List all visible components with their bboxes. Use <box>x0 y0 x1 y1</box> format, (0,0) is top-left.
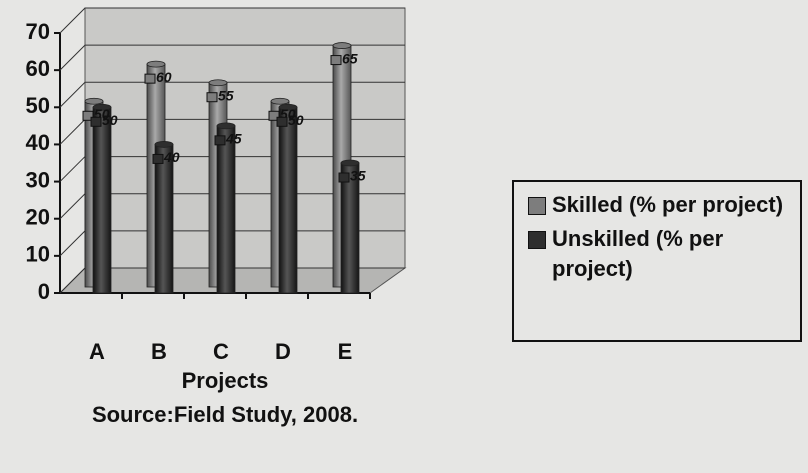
bar-top <box>84 97 104 105</box>
grid-line <box>59 7 405 34</box>
y-tick-label: 50 <box>26 93 50 118</box>
data-label-marker <box>90 116 102 127</box>
legend-swatch <box>528 231 546 249</box>
legend-label: Skilled (% per project) <box>552 192 784 217</box>
data-label: 45 <box>225 131 242 147</box>
bar-top <box>216 122 236 130</box>
data-label-marker <box>206 92 218 103</box>
legend-entry: Skilled (% per project) <box>528 190 792 220</box>
data-label-marker <box>82 110 94 121</box>
bar-top <box>332 42 352 49</box>
bar <box>92 106 112 294</box>
y-tick-label: 20 <box>26 205 50 230</box>
grid-line <box>59 44 405 71</box>
y-tick-label: 40 <box>26 130 50 155</box>
bar-top <box>270 97 290 105</box>
x-tick-label: D <box>275 339 291 364</box>
y-tick-label: 60 <box>26 56 50 81</box>
bar-top <box>92 103 112 111</box>
legend-swatch <box>528 197 546 215</box>
bar-top <box>208 79 228 87</box>
data-label: 60 <box>156 69 172 85</box>
bar-top <box>154 141 174 148</box>
legend-label: Unskilled (% per project) <box>552 226 724 281</box>
y-tick-label: 10 <box>26 242 50 267</box>
caption-block: Projects Source:Field Study, 2008. <box>90 364 360 432</box>
data-label-marker <box>144 73 156 84</box>
bar-top <box>146 60 166 68</box>
data-label: 40 <box>163 149 180 165</box>
bar <box>154 144 174 294</box>
bars <box>84 42 360 294</box>
data-label-marker <box>152 153 164 164</box>
y-tick-label: 30 <box>26 167 50 192</box>
x-tick-label: C <box>213 339 229 364</box>
legend-entry: Unskilled (% per project) <box>528 224 792 284</box>
x-tick-label: A <box>89 339 105 364</box>
data-label-marker <box>268 110 280 121</box>
bar-top <box>340 159 360 167</box>
bar <box>216 125 236 294</box>
y-tick-label: 0 <box>38 279 50 304</box>
data-label-marker <box>330 55 342 66</box>
y-tick-label: 70 <box>26 19 50 44</box>
x-tick-label: B <box>151 339 167 364</box>
x-axis-label: Projects <box>181 368 269 393</box>
data-label-marker <box>276 116 288 127</box>
grid-line <box>59 81 405 108</box>
data-label: 55 <box>218 87 234 103</box>
grid: 0 10 20 30 40 50 60 70 A B C D E <box>26 7 405 364</box>
x-tick-label: E <box>338 339 353 364</box>
data-label-marker <box>338 172 350 183</box>
caption: Source:Field Study, 2008. <box>91 402 359 427</box>
data-label: 50 <box>102 112 118 128</box>
data-label: 65 <box>342 50 358 66</box>
data-label-marker <box>214 135 226 146</box>
bar-top <box>278 103 298 111</box>
data-label: 50 <box>288 112 304 128</box>
legend: Skilled (% per project) Unskilled (% per … <box>512 180 802 342</box>
bar <box>278 106 298 294</box>
data-label: 35 <box>350 168 366 184</box>
